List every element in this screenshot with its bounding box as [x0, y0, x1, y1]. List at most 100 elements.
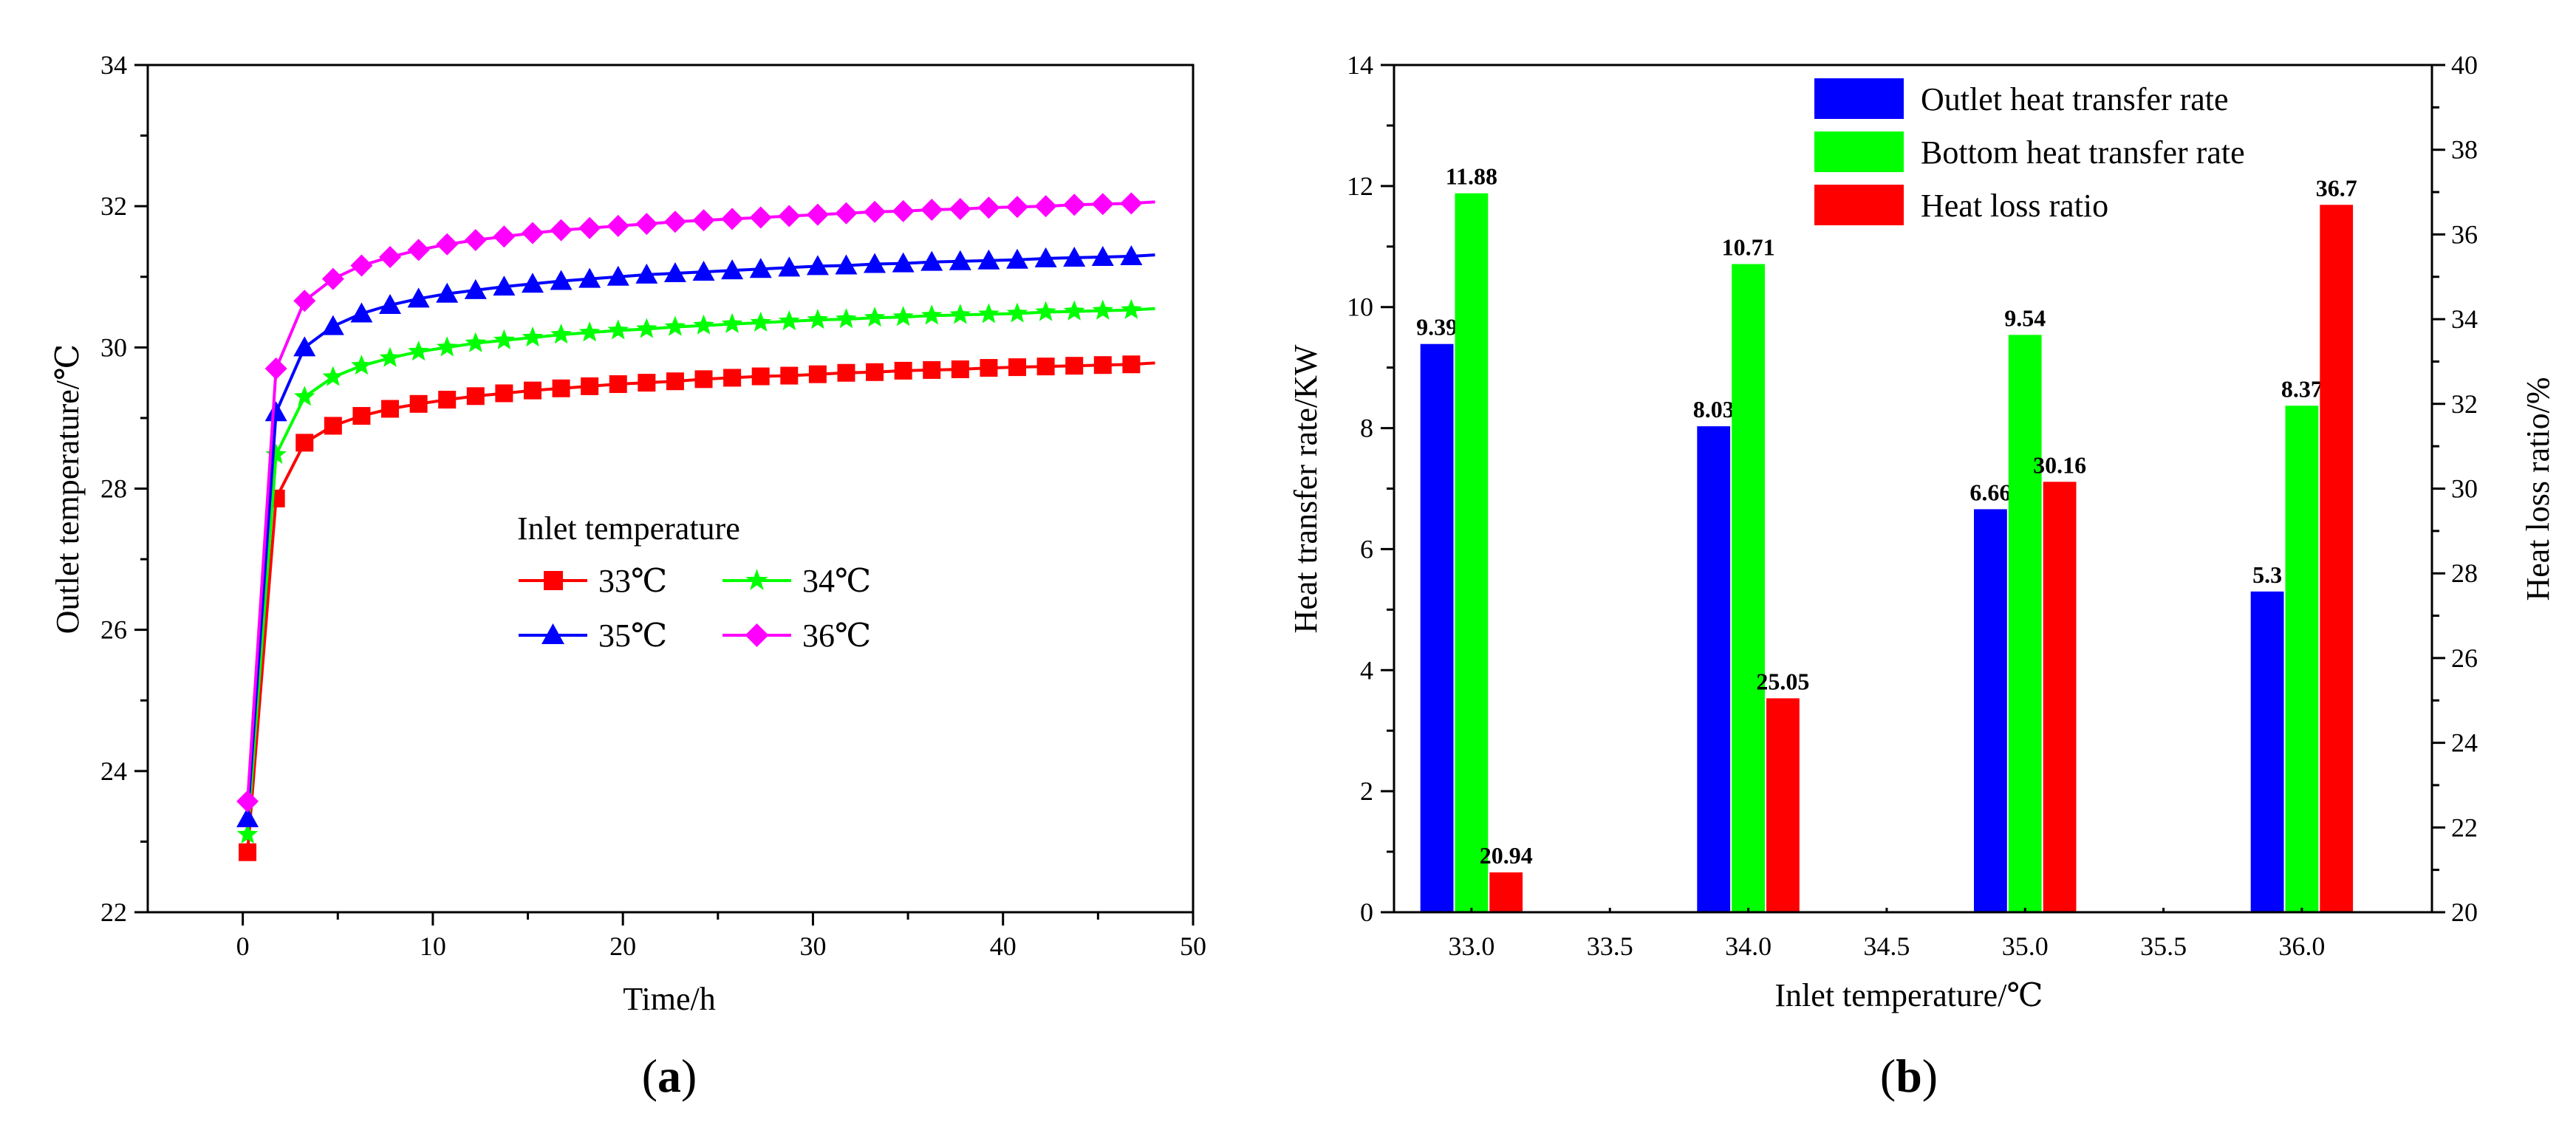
data-point-diamond — [493, 225, 516, 248]
y2-tick-label-b: 34 — [2451, 304, 2478, 334]
data-point-diamond — [892, 199, 915, 222]
data-point-star — [379, 346, 401, 367]
y2-tick-label-b: 38 — [2451, 135, 2478, 165]
legend-marker-square — [544, 571, 563, 590]
data-point-triangle — [806, 255, 829, 276]
data-point-square — [1008, 358, 1027, 377]
data-point-square — [780, 366, 799, 385]
data-point-triangle — [721, 259, 744, 280]
axis-ticks-a: 0 10 20 30 40 50 22 24 26 28 30 32 34 — [100, 50, 1206, 961]
data-point-square — [638, 374, 656, 392]
y2-tick-label-b: 36 — [2451, 219, 2478, 249]
data-point-star — [265, 443, 287, 464]
legend-label: Bottom heat transfer rate — [1921, 134, 2245, 171]
line-chart-panel: 0 10 20 30 40 50 22 24 26 28 30 32 34 Inlet temperat… — [49, 50, 1206, 1102]
data-point-star — [721, 312, 743, 333]
legend-swatch-red — [1814, 185, 1904, 225]
x-axis-label-b: Inlet temperature/℃ — [1774, 977, 2043, 1013]
bar-value-label: 20.94 — [1480, 842, 1533, 869]
legend-marker-star — [745, 569, 768, 590]
data-point-square — [666, 372, 684, 391]
data-point-diamond — [436, 233, 459, 256]
y-tick-label-b: 6 — [1360, 534, 1373, 564]
data-point-triangle — [1091, 245, 1114, 266]
series-triangle — [236, 245, 1155, 827]
x-tick-label-b: 34.0 — [1725, 931, 1772, 961]
y-tick-label-b: 2 — [1360, 776, 1373, 806]
legend-entry-33: 33℃ — [519, 563, 667, 599]
data-point-diamond — [663, 211, 686, 233]
bar-value-label: 8.03 — [1693, 396, 1735, 423]
data-point-star — [892, 306, 914, 326]
data-point-star — [1092, 299, 1114, 320]
data-point-star — [693, 314, 714, 335]
legend-entry-36: 36℃ — [722, 618, 871, 654]
bar-value-label: 6.66 — [1969, 479, 2011, 505]
x-tick-label-b: 34.5 — [1863, 931, 1910, 961]
data-point-triangle — [607, 265, 629, 286]
x-tick-label-b: 33.0 — [1448, 931, 1494, 961]
data-point-diamond — [1034, 195, 1057, 218]
data-point-diamond — [521, 222, 544, 244]
data-point-diamond — [350, 254, 373, 277]
y-axis-label-a: Outlet temperature/℃ — [49, 344, 86, 634]
data-point-diamond — [1063, 194, 1086, 216]
y-tick-label-a: 26 — [100, 615, 127, 645]
data-point-square — [581, 377, 599, 395]
data-point-diamond — [464, 229, 487, 252]
bar-chart-panel: 9.39 8.03 6.66 5.3 11.88 10.71 9.54 8.37 20.94 25… — [1288, 50, 2556, 1102]
legend-swatch-blue — [1814, 78, 1904, 119]
data-point-triangle — [692, 261, 715, 281]
data-point-triangle — [493, 276, 516, 296]
data-point-diamond — [635, 213, 658, 236]
panel-label-b: (b) — [1880, 1050, 1938, 1102]
bar — [1420, 343, 1454, 912]
series-diamond — [236, 192, 1155, 813]
data-point-diamond — [321, 267, 344, 290]
bar — [1766, 698, 1800, 912]
data-point-diamond — [835, 202, 858, 225]
data-point-star — [1006, 302, 1028, 323]
x-tick-label-b: 35.0 — [2002, 931, 2049, 961]
bar-value-label: 9.39 — [1416, 314, 1458, 341]
data-point-triangle — [550, 270, 573, 290]
data-point-triangle — [920, 250, 943, 271]
data-point-triangle — [778, 256, 801, 277]
y-tick-label-b: 14 — [1347, 50, 1373, 80]
data-point-square — [381, 400, 400, 418]
data-point-triangle — [578, 267, 601, 288]
bar-layer-b: 9.39 8.03 6.66 5.3 11.88 10.71 9.54 8.37 20.94 25… — [1416, 163, 2357, 912]
bar — [1697, 426, 1731, 912]
y2-tick-label-b: 32 — [2451, 389, 2478, 419]
y2-tick-label-b: 40 — [2451, 50, 2478, 80]
data-point-triangle — [264, 401, 287, 422]
data-point-diamond — [607, 214, 629, 237]
data-point-square — [1122, 355, 1141, 374]
data-point-star — [636, 318, 657, 338]
data-point-diamond — [692, 209, 715, 232]
x-tick-label-a: 40 — [990, 931, 1017, 961]
data-point-square — [523, 381, 541, 400]
data-point-triangle — [1034, 247, 1057, 267]
panel-letter-b: b — [1896, 1050, 1922, 1102]
data-point-square — [980, 359, 998, 377]
data-point-triangle — [977, 249, 1000, 270]
bar — [1974, 509, 2007, 912]
y-tick-label-a: 22 — [100, 897, 127, 927]
data-point-star — [1063, 300, 1085, 321]
data-point-triangle — [892, 252, 915, 273]
data-point-square — [409, 394, 428, 413]
legend-label: 35℃ — [598, 618, 667, 654]
data-point-diamond — [236, 790, 259, 813]
y-tick-label-b: 8 — [1360, 414, 1373, 443]
legend-a: Inlet temperature 33℃ 34℃ 35℃ 36℃ — [517, 510, 871, 654]
bar — [1732, 264, 1765, 912]
data-point-diamond — [293, 290, 316, 312]
data-point-star — [750, 311, 771, 332]
data-point-star — [322, 366, 344, 386]
data-point-triangle — [864, 253, 886, 273]
data-point-diamond — [749, 206, 772, 229]
data-point-diamond — [977, 196, 1000, 219]
x-tick-label-a: 10 — [420, 931, 446, 961]
